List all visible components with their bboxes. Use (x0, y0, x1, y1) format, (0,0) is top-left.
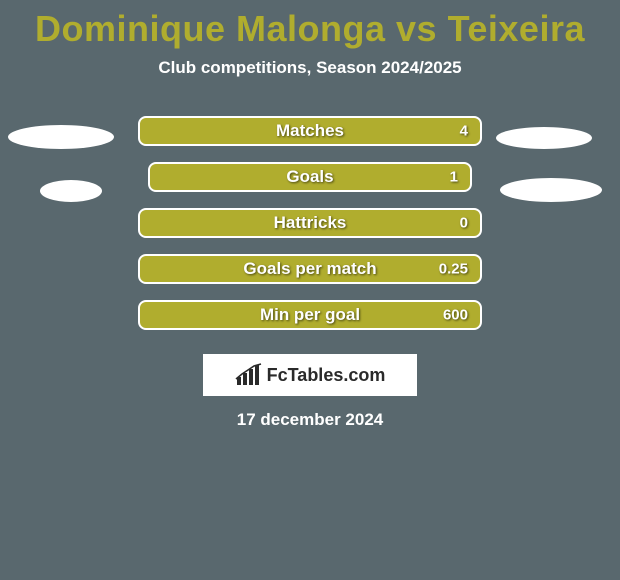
decorative-ellipse (500, 178, 602, 202)
stat-label: Matches (140, 121, 480, 141)
date-line: 17 december 2024 (0, 410, 620, 430)
stat-value: 1 (450, 169, 458, 186)
stat-value: 0 (460, 215, 468, 232)
stat-label: Goals per match (140, 259, 480, 279)
stat-label: Min per goal (140, 305, 480, 325)
stat-bar: Hattricks0 (138, 208, 482, 238)
subtitle: Club competitions, Season 2024/2025 (0, 58, 620, 78)
stat-bar: Matches4 (138, 116, 482, 146)
stat-row: Goals per match0.25 (0, 246, 620, 292)
decorative-ellipse (40, 180, 102, 202)
stat-value: 600 (443, 307, 468, 324)
stat-row: Hattricks0 (0, 200, 620, 246)
decorative-ellipse (8, 125, 114, 149)
comparison-card: Dominique Malonga vs Teixeira Club compe… (0, 0, 620, 580)
stat-value: 4 (460, 123, 468, 140)
stat-bar: Goals1 (148, 162, 472, 192)
stat-row: Min per goal600 (0, 292, 620, 338)
brand-text: FcTables.com (267, 365, 386, 386)
brand-box: FcTables.com (203, 354, 417, 396)
stat-bar: Goals per match0.25 (138, 254, 482, 284)
page-title: Dominique Malonga vs Teixeira (0, 0, 620, 50)
stat-value: 0.25 (439, 261, 468, 278)
brand-chart-icon (235, 363, 263, 387)
stat-label: Hattricks (140, 213, 480, 233)
decorative-ellipse (496, 127, 592, 149)
stat-label: Goals (150, 167, 470, 187)
stat-bar: Min per goal600 (138, 300, 482, 330)
